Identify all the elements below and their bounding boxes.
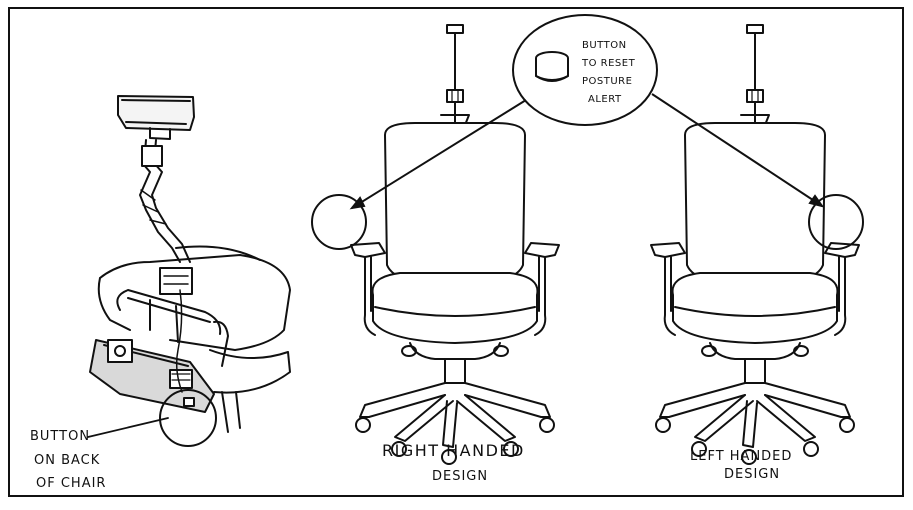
label-button-back-line3: OF CHAIR (36, 476, 106, 491)
label-button-back-line1: BUTTON (30, 429, 90, 444)
label-left-handed-line2: DESIGN (724, 467, 780, 482)
left-handed-chair (650, 24, 860, 465)
label-left-handed: LEFT HANDED DESIGN (690, 449, 792, 482)
wire (175, 289, 183, 393)
label-reset-line4: ALERT (588, 94, 622, 105)
label-button-back-line2: ON BACK (34, 453, 100, 468)
chair-shell (97, 245, 291, 433)
reset-button-callout (349, 14, 825, 210)
diagram-border (8, 7, 904, 497)
pointer-to-left-arm (651, 93, 823, 207)
label-right-handed-line2: DESIGN (432, 469, 488, 484)
label-reset-line2: TO RESET (581, 58, 636, 69)
sensor-head (117, 95, 195, 140)
backrest-frame (116, 289, 229, 367)
back-view-chair (87, 95, 291, 447)
back-button-pointer (87, 417, 169, 438)
right-handed-button-highlight (311, 194, 367, 250)
pointer-to-right-arm (351, 99, 527, 209)
label-left-handed-line1: LEFT HANDED (690, 449, 792, 464)
label-reset-line1: BUTTON (582, 40, 627, 51)
label-reset-line3: POSTURE (582, 76, 632, 87)
label-right-handed-line1: RIGHT HANDED (382, 441, 525, 460)
back-button-highlight (159, 389, 217, 447)
gooseneck-arm (139, 139, 191, 263)
mount-clamp (159, 267, 193, 295)
label-button-on-back: BUTTON ON BACK OF CHAIR (30, 429, 106, 491)
electronics-box (89, 339, 215, 413)
label-reset-button: BUTTON TO RESET POSTURE ALERT (581, 40, 636, 105)
label-right-handed: RIGHT HANDED DESIGN (382, 441, 525, 484)
left-handed-button-highlight (808, 194, 864, 250)
